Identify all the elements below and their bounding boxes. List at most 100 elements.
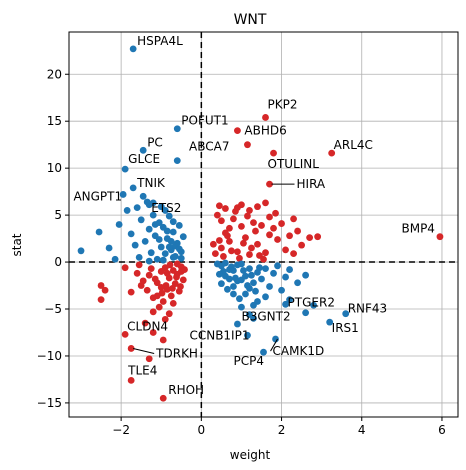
scatter-point xyxy=(246,207,253,214)
scatter-point xyxy=(210,241,217,248)
y-tick-label: −10 xyxy=(37,349,62,363)
scatter-point xyxy=(166,310,173,317)
scatter-point xyxy=(306,234,313,241)
point-label: TLE4 xyxy=(127,363,157,377)
y-tick-label: 0 xyxy=(54,255,62,269)
scatter-point xyxy=(274,262,281,269)
y-tick-label: 15 xyxy=(47,114,62,128)
point-label: IRS1 xyxy=(332,321,359,335)
scatter-point xyxy=(138,216,145,223)
scatter-point xyxy=(262,293,269,300)
scatter-point xyxy=(170,218,177,225)
scatter-point xyxy=(254,241,261,248)
scatter-point-annotated xyxy=(234,127,241,134)
scatter-point xyxy=(164,270,171,277)
scatter-point xyxy=(250,279,257,286)
scatter-point xyxy=(218,280,225,287)
scatter-point xyxy=(216,237,223,244)
scatter-point xyxy=(146,226,153,233)
scatter-point xyxy=(246,285,253,292)
scatter-point xyxy=(258,276,265,283)
scatter-point xyxy=(252,228,259,235)
scatter-point xyxy=(140,277,147,284)
scatter-point xyxy=(274,236,281,243)
scatter-point xyxy=(266,214,273,221)
scatter-point-annotated xyxy=(130,46,137,53)
scatter-point xyxy=(216,271,223,278)
scatter-point xyxy=(150,308,157,315)
scatter-point xyxy=(298,242,305,249)
scatter-point xyxy=(128,289,135,296)
point-label: POFUT1 xyxy=(181,114,228,128)
scatter-point xyxy=(116,221,123,228)
scatter-point xyxy=(250,302,257,309)
scatter-point xyxy=(230,267,237,274)
scatter-point xyxy=(162,250,169,257)
scatter-point xyxy=(154,292,161,299)
point-label: PTGER2 xyxy=(288,295,335,309)
scatter-point xyxy=(170,229,177,236)
scatter-point xyxy=(286,232,293,239)
point-label: GLCE xyxy=(128,152,160,166)
scatter-point xyxy=(176,246,183,253)
x-axis-label: weight xyxy=(230,448,271,462)
point-label: ARL4C xyxy=(334,138,373,152)
point-label: ABHD6 xyxy=(244,124,286,138)
scatter-point xyxy=(226,276,233,283)
scatter-point xyxy=(278,220,285,227)
scatter-point xyxy=(252,288,259,295)
point-label: B3GNT2 xyxy=(241,309,290,323)
scatter-point xyxy=(78,247,85,254)
scatter-point xyxy=(272,210,279,217)
scatter-point xyxy=(278,287,285,294)
point-label: RNF43 xyxy=(348,302,388,316)
scatter-point-annotated xyxy=(272,336,279,343)
scatter-point xyxy=(140,193,147,200)
scatter-point xyxy=(248,245,255,252)
scatter-point xyxy=(222,205,229,212)
scatter-point xyxy=(173,274,180,281)
scatter-point xyxy=(224,232,231,239)
scatter-point-annotated xyxy=(128,377,135,384)
point-label: PKP2 xyxy=(268,97,298,111)
point-label: PC xyxy=(147,135,163,149)
scatter-point xyxy=(146,355,153,362)
point-label: CAMK1D xyxy=(273,344,325,358)
scatter-point xyxy=(136,254,143,261)
x-tick-label: 2 xyxy=(278,423,286,437)
point-label: CLDN4 xyxy=(127,319,168,333)
scatter-point xyxy=(152,221,159,228)
scatter-point-annotated xyxy=(130,184,137,191)
scatter-point xyxy=(180,277,187,284)
point-label: TNIK xyxy=(136,176,166,190)
scatter-point xyxy=(158,244,165,251)
point-label: PCP4 xyxy=(234,354,265,368)
annotation-leader xyxy=(133,348,154,353)
scatter-point xyxy=(176,222,183,229)
scatter-point xyxy=(230,291,237,298)
scatter-point xyxy=(256,264,263,271)
scatter-point xyxy=(106,245,113,252)
scatter-point xyxy=(234,248,241,255)
scatter-point xyxy=(230,215,237,222)
point-label: BMP4 xyxy=(401,222,434,236)
y-tick-label: −15 xyxy=(37,396,62,410)
scatter-point xyxy=(270,225,277,232)
y-tick-label: 10 xyxy=(47,161,62,175)
scatter-point xyxy=(168,292,175,299)
scatter-point xyxy=(164,228,171,235)
x-tick-label: 6 xyxy=(438,423,446,437)
scatter-point xyxy=(266,231,273,238)
scatter-point xyxy=(146,272,153,279)
scatter-point xyxy=(220,253,227,260)
scatter-point xyxy=(250,219,257,226)
point-label: OTULINL xyxy=(268,157,320,171)
scatter-point xyxy=(262,200,269,207)
y-tick-label: 5 xyxy=(54,208,62,222)
scatter-point xyxy=(156,304,163,311)
point-label: ETS2 xyxy=(151,201,181,215)
x-tick-label: 4 xyxy=(358,423,366,437)
scatter-point xyxy=(214,261,221,268)
point-label: HIRA xyxy=(297,177,326,191)
scatter-point xyxy=(142,238,149,245)
